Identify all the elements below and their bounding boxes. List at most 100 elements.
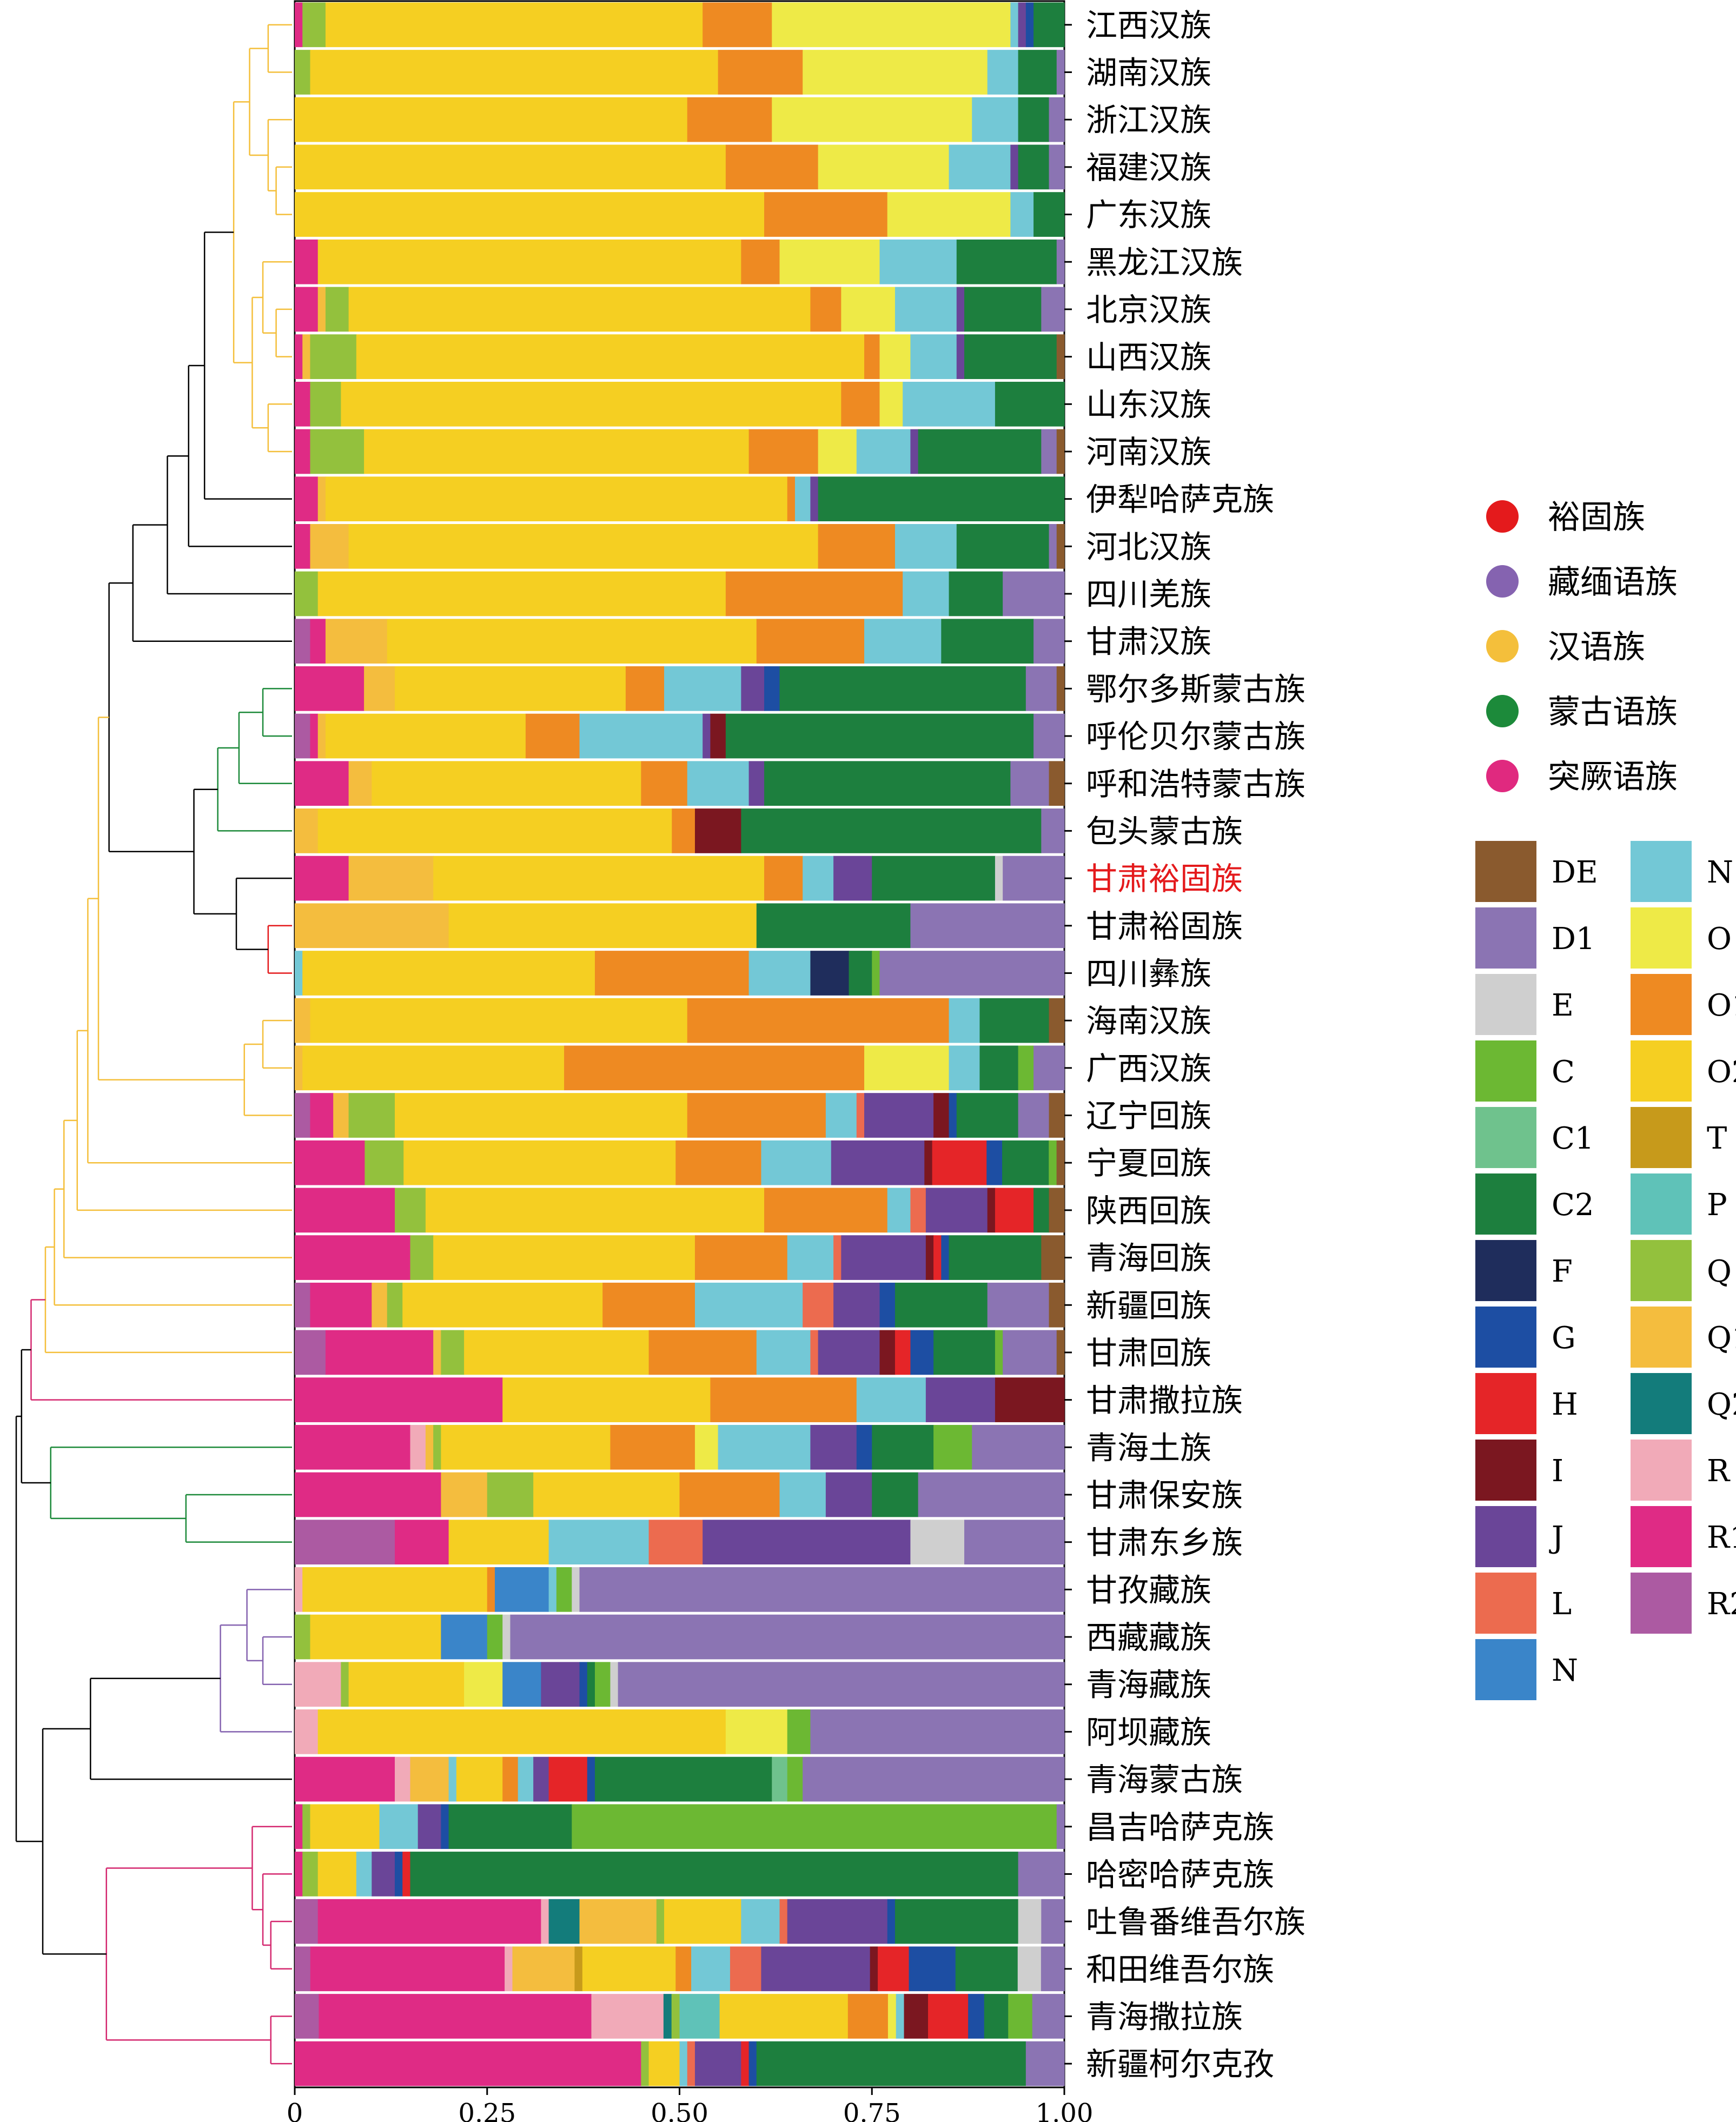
bar-segment (518, 1756, 534, 1802)
haplogroup-swatch (1475, 1639, 1536, 1700)
bar-row (295, 1946, 1065, 1992)
haplogroup-label: H (1552, 1387, 1578, 1422)
bar-segment (356, 334, 865, 379)
bar-segment (995, 381, 1065, 427)
bar-segment (1056, 1804, 1065, 1849)
bar-segment (310, 524, 349, 569)
bar-row (295, 998, 1065, 1043)
bar-row (295, 1994, 1065, 2039)
haplogroup-swatch (1475, 907, 1536, 969)
haplogroup-label: Q (1707, 1254, 1732, 1289)
haplogroup-label: O1 (1707, 988, 1736, 1023)
bar-segment (317, 1899, 541, 1944)
x-tick-label: 0.50 (651, 2098, 708, 2122)
bar-segment (687, 1093, 826, 1138)
bar-segment (687, 761, 750, 806)
bar-segment (394, 1852, 403, 1896)
population-label: 甘肃东乡族 (1086, 1524, 1243, 1561)
bar-segment (295, 1756, 395, 1802)
haplogroup-swatch (1475, 1107, 1536, 1168)
bar-segment (325, 619, 388, 664)
haplogroup-label: G (1552, 1321, 1576, 1356)
bar-segment (448, 1520, 549, 1564)
bar-segment (1056, 1140, 1065, 1185)
bar-segment (810, 287, 842, 332)
bar-segment (310, 1804, 380, 1849)
bar-segment (394, 1756, 411, 1802)
population-label: 新疆柯尔克孜 (1086, 2046, 1274, 2083)
bar-row (295, 619, 1065, 664)
bar-segment (879, 951, 1065, 996)
bar-row (295, 1614, 1065, 1660)
bar-segment (548, 1899, 580, 1944)
bar-segment (295, 903, 449, 949)
x-tick-label: 0.75 (843, 2098, 901, 2122)
bar-segment (787, 1899, 888, 1944)
bar-segment (579, 1567, 1065, 1612)
bar-segment (302, 1804, 311, 1849)
bar-segment (987, 1282, 1050, 1328)
bar-segment (671, 1994, 680, 2039)
bar-segment (703, 1520, 911, 1564)
bar-segment (986, 1140, 1003, 1185)
bar-segment (918, 429, 1042, 474)
bar-row (295, 1852, 1065, 1896)
bar-segment (295, 2041, 641, 2086)
bar-segment (995, 1330, 1003, 1375)
bar-row (295, 1899, 1065, 1944)
bar-row (295, 1045, 1065, 1091)
bar-segment (879, 1330, 896, 1375)
haplogroup-label: O2 (1707, 1055, 1736, 1090)
haplogroup-label: I (1552, 1454, 1563, 1489)
bar-segment (887, 1188, 911, 1233)
bar-segment (618, 1662, 1065, 1707)
bar-segment (818, 524, 896, 569)
haplogroup-label: P (1707, 1188, 1727, 1223)
bar-segment (772, 2, 1011, 48)
bar-segment (904, 1994, 929, 2039)
bar-segment (856, 1424, 872, 1470)
bar-segment (949, 1235, 1042, 1280)
bar-segment (1049, 1093, 1065, 1138)
bar-segment (587, 1662, 595, 1707)
population-label: 陕西回族 (1086, 1192, 1211, 1229)
bar-segment (1056, 524, 1065, 569)
bar-segment (302, 951, 595, 996)
bar-segment (1025, 2041, 1065, 2086)
bar-segment (1041, 287, 1065, 332)
bar-segment (864, 1093, 934, 1138)
bar-segment (841, 1235, 926, 1280)
bar-segment (433, 1330, 441, 1375)
group-legend-marker (1486, 760, 1519, 792)
bar-segment (295, 1662, 341, 1707)
bar-segment (1049, 1140, 1057, 1185)
bar-segment (679, 1994, 720, 2039)
bar-row (295, 192, 1065, 237)
bar-segment (1010, 2, 1019, 48)
bar-segment (387, 619, 757, 664)
population-label: 山西汉族 (1086, 339, 1211, 376)
bar-segment (310, 998, 688, 1043)
bar-segment (787, 1756, 803, 1802)
bar-segment (317, 571, 726, 616)
bar-segment (302, 334, 311, 379)
bar-segment (748, 2041, 757, 2086)
population-label: 湖南汉族 (1086, 55, 1211, 91)
bar-segment (1025, 2, 1034, 48)
population-label: 吐鲁番维吾尔族 (1086, 1904, 1306, 1940)
bar-segment (818, 1330, 880, 1375)
bar-segment (887, 192, 1011, 237)
bar-segment (295, 1140, 365, 1185)
bar-segment (925, 1188, 988, 1233)
bar-segment (719, 1994, 849, 2039)
bar-segment (710, 713, 726, 759)
bar-segment (1032, 1994, 1065, 2039)
bar-row (295, 1377, 1065, 1422)
bar-row (295, 903, 1065, 949)
bar-segment (348, 524, 819, 569)
bar-segment (441, 1330, 465, 1375)
bar-segment (894, 1899, 1019, 1944)
bar-segment (964, 1520, 1065, 1564)
bar-segment (317, 808, 672, 853)
bar-segment (548, 1520, 650, 1564)
